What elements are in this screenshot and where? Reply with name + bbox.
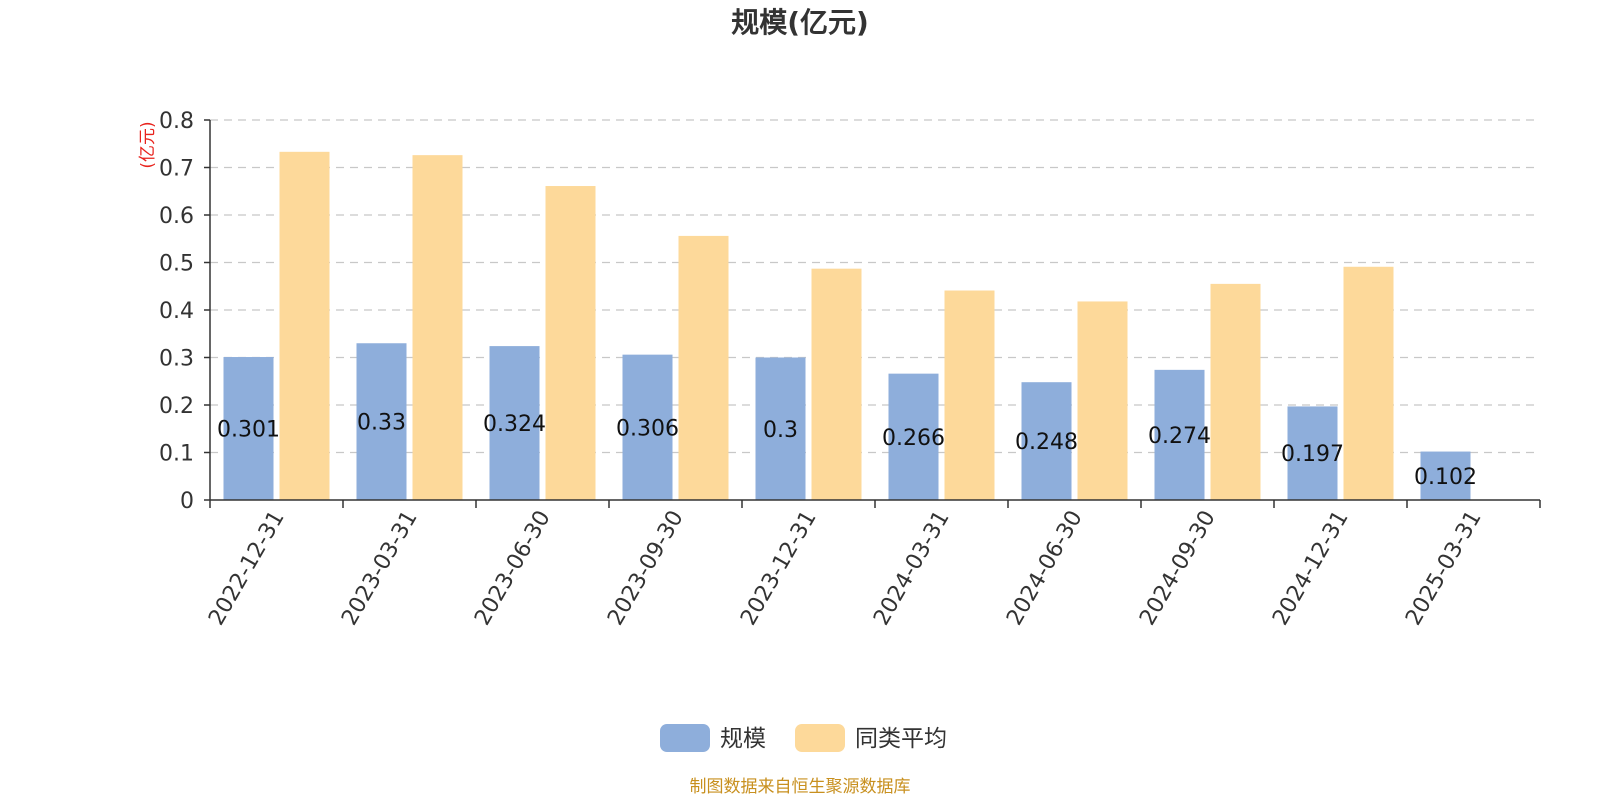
x-tick-label: 2022-12-31	[204, 507, 290, 630]
x-tick-label: 2023-09-30	[603, 507, 689, 630]
data-labels-group: 0.301 0.33 0.324 0.306 0.3 0.266 0.248 0.274 0.1…	[217, 411, 1477, 490]
data-label: 0.3	[763, 418, 798, 443]
y-tick-label: 0.3	[159, 347, 194, 372]
bar-peer-average	[944, 290, 995, 500]
data-label: 0.33	[357, 411, 406, 436]
bar-scale	[755, 357, 806, 500]
bar-peer-average	[1077, 301, 1128, 500]
bar-scale	[888, 373, 939, 500]
x-tick-label: 2024-06-30	[1002, 507, 1088, 630]
bar-scale	[356, 343, 407, 500]
y-tick-label: 0.4	[159, 299, 194, 324]
y-tick-label: 0.1	[159, 442, 194, 467]
bars-group	[223, 151, 1471, 500]
data-label: 0.102	[1414, 465, 1477, 490]
bar-scale	[1154, 369, 1205, 500]
bar-scale	[622, 354, 673, 500]
source-note: 制图数据来自恒生聚源数据库	[690, 777, 911, 797]
bar-scale	[1021, 382, 1072, 500]
x-tick-label: 2024-03-31	[869, 507, 955, 630]
y-tick-label: 0.8	[159, 109, 194, 134]
x-tick-label: 2023-03-31	[337, 507, 423, 630]
legend-label: 同类平均	[855, 726, 947, 752]
y-tick-label: 0	[180, 489, 194, 514]
y-tick-label: 0.7	[159, 157, 194, 182]
legend: 规模 同类平均	[660, 724, 947, 752]
data-label: 0.248	[1015, 430, 1078, 455]
x-tick-label: 2024-09-30	[1135, 507, 1221, 630]
grid-lines	[210, 119, 1540, 454]
bar-scale	[1420, 451, 1471, 500]
bar-peer-average	[1343, 266, 1394, 500]
data-label: 0.274	[1148, 424, 1211, 449]
legend-label: 规模	[720, 726, 766, 752]
data-label: 0.324	[483, 412, 546, 437]
bar-peer-average	[678, 235, 729, 500]
legend-swatch	[660, 724, 710, 752]
data-label: 0.266	[882, 426, 945, 451]
y-axis-unit-label: (亿元)	[138, 121, 158, 168]
bar-peer-average	[1210, 283, 1261, 500]
bar-peer-average	[412, 155, 463, 500]
bar-peer-average	[545, 186, 596, 500]
bar-peer-average	[811, 268, 862, 500]
data-label: 0.301	[217, 418, 280, 443]
x-tick-label: 2025-03-31	[1401, 507, 1487, 630]
data-label: 0.197	[1281, 442, 1344, 467]
x-tick-label: 2024-12-31	[1268, 507, 1354, 630]
y-tick-label: 0.2	[159, 394, 194, 419]
y-tick-label: 0.6	[159, 204, 194, 229]
legend-item[interactable]: 规模	[660, 724, 766, 752]
data-label: 0.306	[616, 416, 679, 441]
bar-peer-average	[279, 151, 330, 500]
y-tick-label: 0.5	[159, 252, 194, 277]
bar-scale	[223, 357, 274, 500]
bar-scale	[489, 346, 540, 500]
chart-title: 规模(亿元)	[731, 6, 869, 39]
legend-swatch	[795, 724, 845, 752]
x-tick-label: 2023-06-30	[470, 507, 556, 630]
bar-scale	[1287, 406, 1338, 500]
legend-item[interactable]: 同类平均	[795, 724, 947, 752]
x-tick-label: 2023-12-31	[736, 507, 822, 630]
